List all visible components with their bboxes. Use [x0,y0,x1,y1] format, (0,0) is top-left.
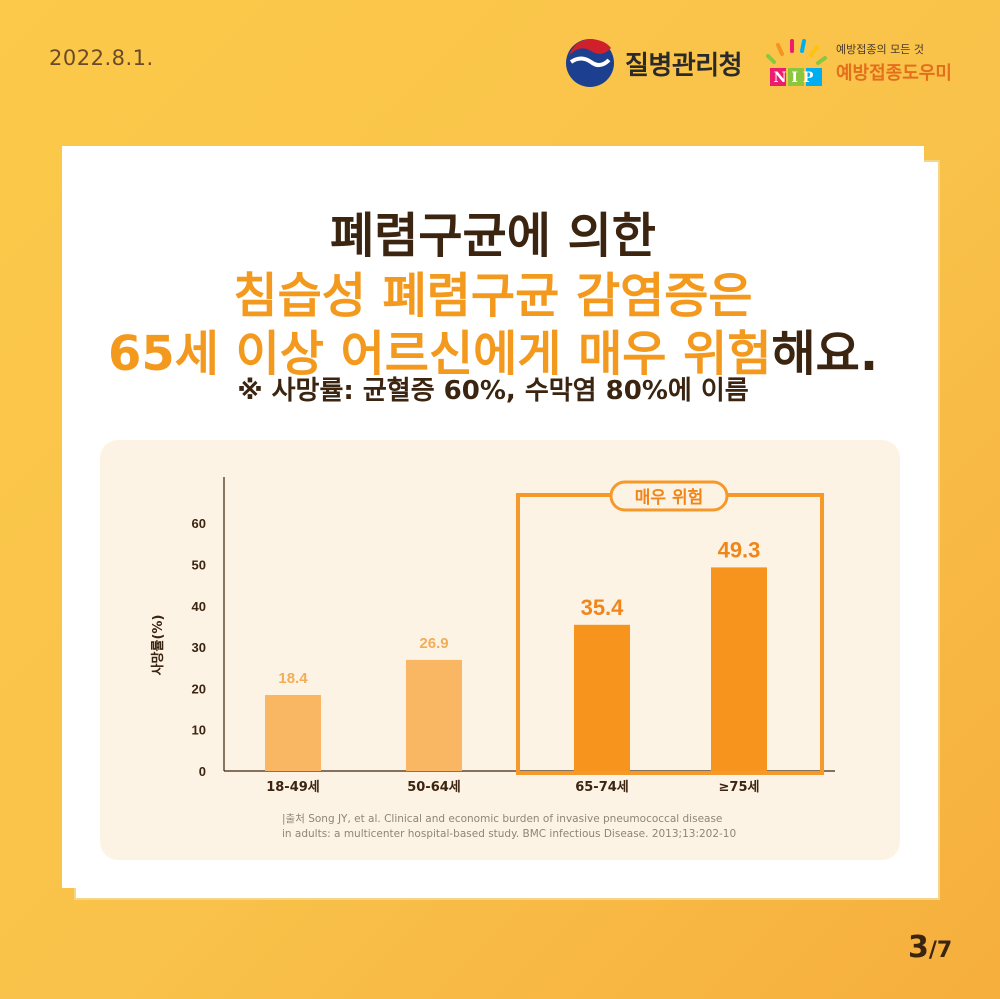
nip-logo-text: NIP [774,70,819,86]
headline-line-3-rest: 해요. [771,326,879,382]
bar-4 [711,567,767,771]
bar-value-label: 26.9 [419,635,448,652]
x-tick-label: 65-74세 [575,780,629,795]
bar-2 [406,659,462,771]
page-total: 7 [936,938,953,963]
nip-sun-logo-icon: NIP [766,39,827,86]
y-tick-label: 50 [192,558,206,573]
page-indicator: 3/7 [908,930,952,965]
headline-line-1: 폐렴구균에 의한 [330,208,656,264]
high-risk-badge [609,480,729,512]
mortality-bar-chart: 0 10 20 30 40 50 60 사망률(%) 매우 위험 18.4 18-49세 26.9 50… [150,477,835,795]
source-line-2: in adults: a multicenter hospital-based … [282,828,737,840]
headline-line-2: 침습성 폐렴구균 감염증은 [233,268,753,324]
mortality-note: ※ 사망률: 균혈증 60%, 수막염 80%에 이름 [237,376,749,406]
source-citation: |출처 Song JY, et al. Clinical and economi… [282,812,736,842]
x-tick-label: 50-64세 [407,780,461,795]
y-tick-label: 20 [192,681,206,696]
high-risk-badge-label: 매우 위험 [635,487,703,508]
page-separator: / [928,938,937,963]
kdca-taegeuk-logo-icon [566,39,614,87]
bar-value-label: 35.4 [581,595,625,620]
x-tick-label: 18-49세 [266,780,320,795]
y-tick-label: 10 [192,723,206,738]
agency-name: 질병관리청 [625,50,743,81]
headline-line-3: 65세 이상 어르신에게 매우 위험해요. [62,314,924,384]
bar-value-label: 18.4 [278,670,308,687]
nip-text: 예방접종의 모든 것 예방접종도우미 [836,41,952,85]
bar-3 [574,624,630,771]
nip-name: 예방접종도우미 [836,63,952,84]
date-label: 2022.8.1. [49,46,154,70]
x-tick-label: ≥75세 [719,780,760,795]
headline-line-3-highlight: 65세 이상 어르신에게 매우 위험 [107,326,772,382]
y-tick-label: 0 [199,764,206,779]
y-axis-label: 사망률(%) [150,615,166,676]
high-risk-highlight-box [516,493,824,775]
kdca-brand: 질병관리청 [565,38,743,88]
nip-subtitle: 예방접종의 모든 것 [836,43,924,56]
bar-1 [265,695,321,771]
page-current: 3 [908,930,929,965]
y-tick-label: 60 [192,516,206,531]
y-tick-label: 30 [192,640,206,655]
bar-value-label: 49.3 [718,537,761,562]
source-line-1: |출처 Song JY, et al. Clinical and economi… [282,813,723,825]
y-tick-label: 40 [192,599,206,614]
chart-panel: 0 10 20 30 40 50 60 사망률(%) 매우 위험 18.4 18-49세 26.9 50… [100,440,900,860]
nip-brand: NIP 예방접종의 모든 것 예방접종도우미 [764,36,952,90]
